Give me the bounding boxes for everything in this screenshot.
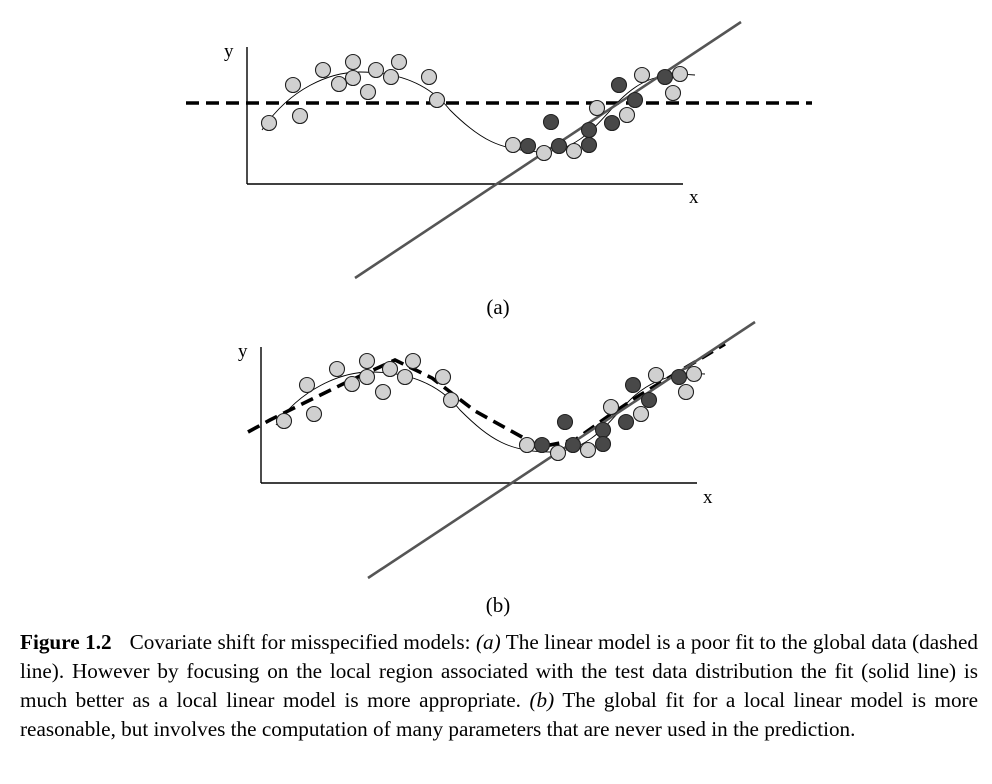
train-point xyxy=(291,107,309,125)
test-point xyxy=(564,436,582,454)
train-point xyxy=(565,142,583,160)
train-point xyxy=(504,136,522,154)
train-point xyxy=(381,360,399,378)
panel-b: y x (b) xyxy=(238,320,756,617)
test-point xyxy=(594,435,612,453)
caption-text-3: The global fit for a local linear model … xyxy=(20,688,979,741)
caption-text-2: The linear model is a poor fit to the gl… xyxy=(20,630,978,712)
train-point xyxy=(404,352,422,370)
data-points-b xyxy=(275,352,703,462)
train-point xyxy=(367,61,385,79)
train-point xyxy=(298,376,316,394)
true-function-curve xyxy=(261,71,696,153)
train-point xyxy=(618,106,636,124)
test-point xyxy=(580,121,598,139)
train-point xyxy=(328,360,346,378)
train-point xyxy=(314,61,332,79)
train-point xyxy=(374,383,392,401)
train-point xyxy=(390,53,408,71)
test-point xyxy=(617,413,635,431)
train-point xyxy=(588,99,606,117)
caption-text-1: Covariate shift for misspecified models: xyxy=(129,630,476,654)
train-point xyxy=(664,84,682,102)
test-point xyxy=(656,68,674,86)
train-point xyxy=(579,441,597,459)
true-function-curve xyxy=(275,371,706,453)
test-point xyxy=(626,91,644,109)
figure-number: Figure 1.2 xyxy=(20,630,112,654)
y-axis-label: y xyxy=(224,41,234,62)
train-point xyxy=(330,75,348,93)
train-point xyxy=(343,375,361,393)
x-axis-label: x xyxy=(703,487,713,508)
x-axis-label: x xyxy=(689,187,699,208)
data-points-a xyxy=(260,53,689,162)
train-point xyxy=(549,444,567,462)
test-point xyxy=(594,421,612,439)
caption-ref-b: (b) xyxy=(529,688,555,712)
test-point xyxy=(624,376,642,394)
train-point xyxy=(647,366,665,384)
train-point xyxy=(677,383,695,401)
train-point xyxy=(535,144,553,162)
train-point xyxy=(396,368,414,386)
test-point xyxy=(610,76,628,94)
panel-a-label: (a) xyxy=(486,295,509,319)
caption-ref-a: (a) xyxy=(475,630,501,654)
test-point xyxy=(556,413,574,431)
train-point xyxy=(685,365,703,383)
train-point xyxy=(359,83,377,101)
train-point xyxy=(284,76,302,94)
train-point xyxy=(602,398,620,416)
train-point xyxy=(275,412,293,430)
train-point xyxy=(442,391,460,409)
train-point xyxy=(420,68,438,86)
figure-1-2: y x (a) y x (b) xyxy=(186,20,812,617)
train-point xyxy=(344,53,362,71)
test-point xyxy=(640,391,658,409)
y-axis-label: y xyxy=(238,341,248,362)
train-point xyxy=(305,405,323,423)
test-point xyxy=(603,114,621,132)
train-point xyxy=(632,405,650,423)
test-point xyxy=(533,436,551,454)
train-point xyxy=(671,65,689,83)
panel-b-label: (b) xyxy=(486,593,511,617)
train-point xyxy=(434,368,452,386)
figure-caption: Figure 1.2 Covariate shift for misspecifi… xyxy=(20,628,978,744)
test-point xyxy=(670,368,688,386)
panel-a: y x (a) xyxy=(186,20,812,319)
test-point xyxy=(580,136,598,154)
train-point xyxy=(358,368,376,386)
train-point xyxy=(518,436,536,454)
test-point xyxy=(542,113,560,131)
train-point xyxy=(428,91,446,109)
train-point xyxy=(260,114,278,132)
train-point xyxy=(358,352,376,370)
train-point xyxy=(382,68,400,86)
test-point xyxy=(519,137,537,155)
train-point xyxy=(633,66,651,84)
train-point xyxy=(344,69,362,87)
test-point xyxy=(550,137,568,155)
